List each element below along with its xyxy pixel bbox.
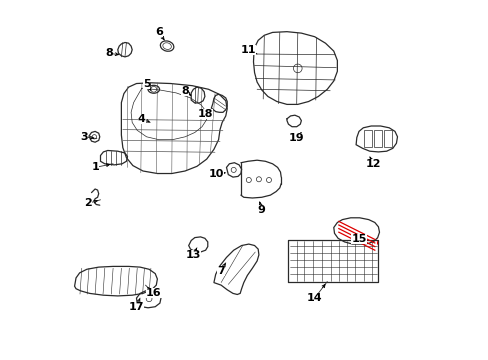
- Text: 5: 5: [142, 78, 150, 89]
- Text: 17: 17: [128, 302, 144, 312]
- Text: 8: 8: [105, 48, 112, 58]
- Text: 18: 18: [198, 109, 213, 120]
- Text: 10: 10: [208, 168, 224, 179]
- Text: 2: 2: [84, 198, 92, 208]
- Text: 3: 3: [81, 132, 88, 142]
- Text: 1: 1: [91, 162, 99, 172]
- Text: 15: 15: [350, 234, 366, 244]
- Text: 4: 4: [138, 114, 145, 124]
- Text: 7: 7: [217, 266, 224, 276]
- Text: 12: 12: [365, 159, 380, 169]
- Text: 19: 19: [288, 132, 304, 143]
- Text: 8: 8: [181, 86, 188, 96]
- Text: 9: 9: [257, 204, 265, 215]
- Text: 16: 16: [146, 288, 161, 298]
- Text: 6: 6: [155, 27, 163, 37]
- Text: 14: 14: [306, 293, 322, 303]
- Text: 11: 11: [240, 45, 255, 55]
- Text: 13: 13: [185, 250, 201, 260]
